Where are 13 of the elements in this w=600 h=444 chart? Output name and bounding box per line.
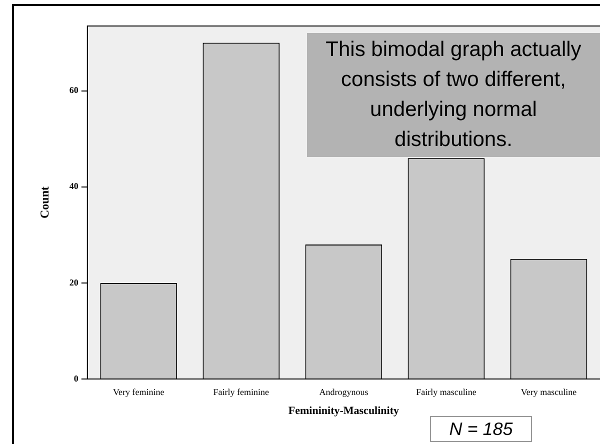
y-tick-label: 60 bbox=[69, 85, 79, 96]
x-axis-title: Femininity-Masculinity bbox=[288, 405, 400, 418]
y-axis-title: Count bbox=[37, 186, 52, 219]
text: N = 185 bbox=[430, 416, 532, 442]
x-tick-label: Fairly masculine bbox=[416, 386, 476, 397]
y-tick-label: 40 bbox=[69, 181, 79, 192]
y-tick-label: 0 bbox=[74, 373, 79, 384]
x-tick-label: Very masculine bbox=[520, 386, 577, 397]
x-tick-label: Androgynous bbox=[319, 386, 369, 397]
x-tick-label: Very feminine bbox=[113, 386, 164, 397]
y-tick-label: 20 bbox=[69, 277, 79, 288]
x-tick-label: Fairly feminine bbox=[213, 386, 270, 397]
annotation: This bimodal graph actually consists of two different, underlying normal distributions. bbox=[307, 33, 600, 157]
